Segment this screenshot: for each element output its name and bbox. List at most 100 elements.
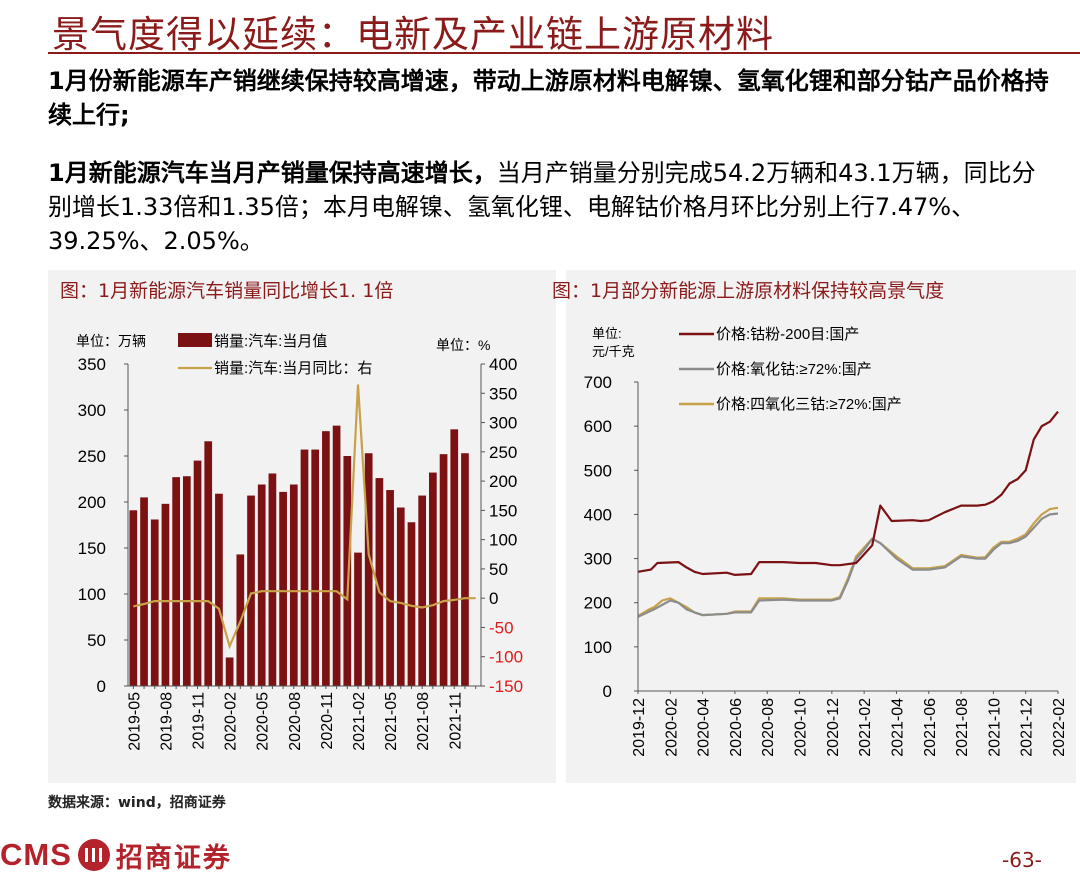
sales-bar	[204, 441, 213, 686]
right-y-tick-label: -150	[489, 677, 523, 696]
left-y-tick-label: 100	[78, 585, 106, 604]
logo-cn-text: 招商证券	[115, 842, 232, 874]
sales-bar	[439, 454, 448, 686]
right-y-tick-label: 0	[489, 589, 498, 608]
y-tick-label: 0	[603, 682, 612, 701]
cobalt-price-chart: 0 100 200 300 400 500 600 700 2019-12 2020-02 2020…	[584, 326, 1068, 757]
summary-paragraph-1: 1月份新能源车产销继续保持较高增速，带动上游原材料电解镍、氢氧化锂和部分钴产品价…	[48, 67, 1049, 129]
sales-bar	[386, 490, 394, 686]
y-tick-label: 600	[584, 417, 612, 436]
right-y-tick-label: 400	[489, 355, 517, 374]
sales-bar	[161, 503, 170, 686]
y-tick-label: 500	[584, 461, 612, 480]
sales-bar	[140, 497, 148, 686]
x-tick-label: 2020-06	[728, 698, 745, 757]
sales-bar	[172, 477, 180, 686]
legend-label: 价格:四氧化三钴:≥72%:国产	[716, 396, 902, 413]
x-tick-label: 2021-06	[922, 698, 939, 757]
summary-paragraph-2: 1月新能源汽车当月产销量保持高速增长，当月产销量分别完成54.2万辆和43.1万…	[48, 156, 1058, 258]
left-y-tick-label: 150	[78, 539, 106, 558]
x-tick-label: 2020-08	[760, 698, 777, 757]
legend-label: 价格:钴粉-200目:国产	[716, 326, 859, 343]
logo-cms-text: CMS	[0, 837, 72, 872]
x-tick-label: 2020-10	[793, 698, 810, 757]
x-tick-label: 2020-02	[663, 698, 680, 757]
sales-bar	[289, 484, 298, 686]
sales-bar	[150, 519, 159, 686]
left-unit-label: 单位：万辆	[76, 333, 146, 349]
x-tick-label: 2021-04	[889, 698, 906, 757]
left-y-tick-label: 50	[87, 631, 106, 650]
x-tick-label: 2020-02	[223, 692, 240, 751]
sales-bar	[182, 476, 191, 686]
left-y-tick-label: 0	[97, 677, 106, 696]
legend-line-label: 销量:汽车:当月同比：右	[214, 360, 372, 377]
right-y-tick-label: 100	[489, 531, 517, 550]
x-tick-label: 2020-04	[696, 698, 713, 757]
sales-bar	[354, 552, 362, 686]
unit-label-line1: 单位:	[592, 326, 622, 341]
sales-bar	[375, 478, 384, 686]
x-tick-label: 2021-11	[447, 692, 464, 750]
sales-bar	[193, 460, 202, 686]
sales-bar	[364, 453, 373, 686]
sales-bar	[257, 484, 266, 686]
y-tick-label: 200	[584, 594, 612, 613]
sales-bar	[461, 453, 469, 686]
x-tick-label: 2019-05	[126, 692, 143, 751]
x-tick-label: 2021-08	[415, 692, 432, 751]
x-tick-label: 2019-08	[158, 692, 175, 751]
ev-sales-chart: 0 50 100 150 200 250 300 350 -150 -100 -50 0 50 100 15…	[76, 333, 523, 751]
right-unit-label: 单位：%	[436, 337, 490, 353]
title-underline	[48, 52, 1080, 54]
ev-sales-chart-panel: 图：1月新能源汽车销量同比增长1. 1倍 0 50 100 150 200 250 300 3…	[48, 270, 556, 783]
right-y-tick-label: 150	[489, 501, 517, 520]
sales-bar	[300, 449, 309, 686]
tricobalt-oxide-line	[637, 506, 1059, 617]
x-tick-label: 2020-08	[287, 692, 304, 751]
x-tick-label: 2019-12	[631, 698, 648, 757]
legend-bar-swatch	[178, 333, 212, 347]
y-tick-label: 300	[584, 550, 612, 569]
left-y-tick-label: 200	[78, 493, 106, 512]
x-tick-label: 2021-08	[954, 698, 971, 757]
sales-bar	[279, 491, 287, 686]
sales-bar	[407, 522, 416, 686]
sales-bar	[322, 431, 330, 686]
sales-bar	[225, 657, 234, 686]
x-tick-label: 2020-05	[255, 692, 272, 751]
left-y-tick-label: 300	[78, 401, 106, 420]
x-tick-label: 2019-11	[191, 692, 208, 750]
x-tick-label: 2021-12	[1019, 698, 1036, 757]
right-y-tick-label: 300	[489, 414, 517, 433]
x-tick-label: 2020-12	[825, 698, 842, 757]
x-tick-label: 2021-05	[383, 692, 400, 751]
x-tick-label: 2021-10	[986, 698, 1003, 757]
sales-bar	[450, 429, 459, 686]
sales-bar	[429, 472, 437, 686]
y-tick-label: 100	[584, 638, 612, 657]
right-y-tick-label: 350	[489, 384, 517, 403]
sales-bar	[332, 425, 341, 686]
summary-paragraph-2-text: 当月产销量分别完成54.2万辆和43.1万辆，同比分别增长1.33倍和1.35倍…	[48, 159, 1036, 255]
sales-bar	[129, 510, 138, 686]
legend-bar-label: 销量:汽车:当月值	[214, 333, 327, 350]
x-tick-label: 2021-02	[857, 698, 874, 757]
unit-label-line2: 元/千克	[592, 344, 635, 359]
sales-bar	[247, 495, 255, 686]
sales-bar	[311, 449, 320, 686]
right-y-tick-label: -100	[489, 648, 523, 667]
right-y-tick-label: 250	[489, 443, 517, 462]
summary-paragraph-2-lead: 1月新能源汽车当月产销量保持高速增长，	[48, 159, 497, 187]
x-tick-label: 2022-02	[1051, 698, 1068, 757]
left-y-tick-label: 350	[78, 355, 106, 374]
logo-emblem-icon	[77, 839, 110, 871]
sales-bar	[418, 495, 427, 686]
right-y-tick-label: 50	[489, 560, 508, 579]
x-tick-label: 2021-02	[351, 692, 368, 751]
left-y-tick-label: 250	[78, 447, 106, 466]
cobalt-price-chart-panel: 图：1月部分新能源上游原材料保持较高景气度 0 100 200 300 400 500 60…	[552, 270, 1076, 783]
page-title: 景气度得以延续：电新及产业链上游原材料	[52, 13, 774, 56]
y-tick-label: 400	[584, 505, 612, 524]
right-y-tick-label: 200	[489, 472, 517, 491]
